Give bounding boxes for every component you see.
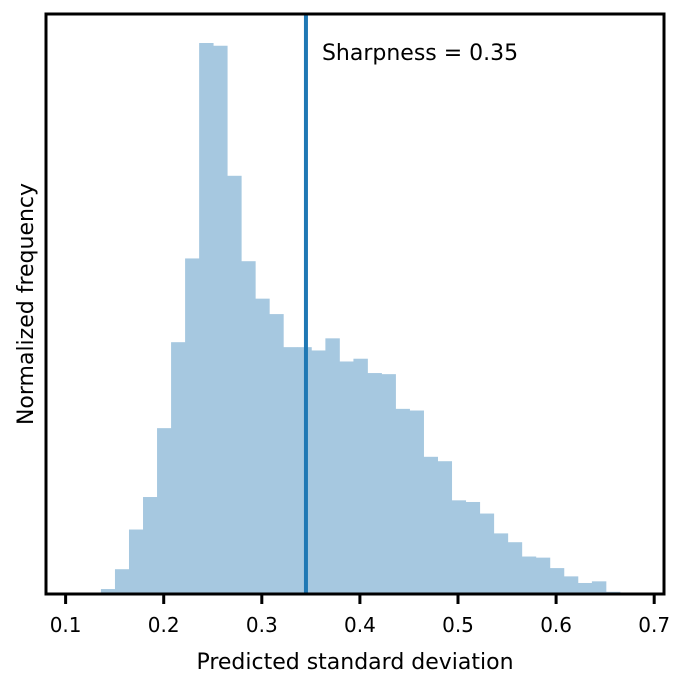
x-tick-label: 0.6 bbox=[540, 613, 572, 637]
histogram-bar bbox=[213, 45, 228, 594]
histogram-bar bbox=[241, 261, 256, 594]
plot-frame bbox=[44, 12, 666, 596]
histogram-bar bbox=[395, 408, 410, 594]
x-tick-label: 0.1 bbox=[50, 613, 82, 637]
histogram-bar bbox=[507, 542, 523, 594]
histogram-bar bbox=[493, 533, 509, 594]
histogram-bar bbox=[339, 361, 354, 594]
x-axis-label: Predicted standard deviation bbox=[196, 650, 513, 675]
histogram-bar bbox=[409, 410, 424, 594]
y-axis-label: Normalized frequency bbox=[14, 183, 39, 425]
x-tick-label: 0.3 bbox=[246, 613, 278, 637]
histogram-bar bbox=[577, 582, 593, 594]
histogram-bar bbox=[325, 338, 340, 594]
histogram-bar bbox=[423, 456, 438, 594]
histogram-bar bbox=[549, 568, 565, 594]
histogram-bar bbox=[591, 581, 607, 594]
histogram-bar bbox=[465, 501, 481, 594]
histogram-bar bbox=[381, 374, 396, 594]
histogram-bar bbox=[157, 428, 172, 594]
histogram-bar bbox=[437, 461, 453, 594]
histogram-bar bbox=[353, 358, 368, 594]
histogram-bar bbox=[269, 314, 284, 594]
histogram-bar bbox=[535, 557, 551, 594]
x-axis-ticks: 0.1 0.2 0.3 0.4 0.5 0.6 0.7 bbox=[50, 594, 670, 637]
histogram-bar bbox=[451, 500, 467, 594]
histogram-bar bbox=[100, 589, 116, 594]
histogram-bar bbox=[199, 43, 214, 594]
histogram-bar bbox=[171, 342, 186, 594]
histogram-bar bbox=[311, 350, 326, 594]
histogram-bar bbox=[521, 556, 537, 594]
x-tick-label: 0.5 bbox=[442, 613, 474, 637]
x-tick-label: 0.2 bbox=[148, 613, 180, 637]
histogram-bar bbox=[563, 576, 579, 594]
histogram-bar bbox=[283, 347, 298, 594]
histogram-bar bbox=[185, 258, 200, 594]
histogram-bar bbox=[143, 497, 158, 594]
histogram-bar bbox=[479, 513, 495, 594]
histogram-bar bbox=[367, 373, 382, 594]
histogram-bar bbox=[227, 175, 242, 595]
histogram-bar bbox=[114, 569, 130, 594]
x-tick-label: 0.4 bbox=[344, 613, 376, 637]
histogram-bars bbox=[100, 43, 621, 595]
histogram-bar bbox=[255, 298, 270, 594]
sharpness-annotation: Sharpness = 0.35 bbox=[322, 41, 518, 66]
histogram-bar bbox=[128, 529, 144, 594]
x-tick-label: 0.7 bbox=[638, 613, 670, 637]
